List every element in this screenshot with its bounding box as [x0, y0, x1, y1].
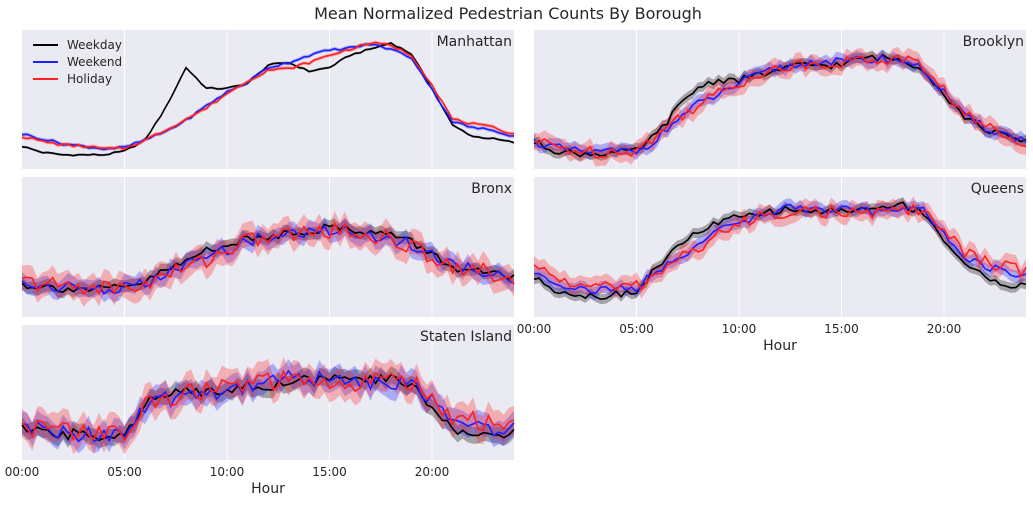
band-staten-island-weekend: [22, 359, 514, 454]
panel-label-manhattan: Manhattan: [437, 34, 512, 50]
panel-staten-island: Staten Island 00:00 05:00 10:00 15:00 20:00 Ho…: [5, 325, 515, 497]
x-tick-label: 15:00: [312, 465, 347, 479]
chart-title: Mean Normalized Pedestrian Counts By Bor…: [314, 4, 702, 23]
series-queens-weekend: [533, 203, 1027, 295]
panel-bronx: Bronx: [21, 177, 515, 317]
panel-label-queens: Queens: [971, 181, 1024, 197]
series-lines: [21, 369, 515, 443]
legend-entry-weekend: Weekend: [33, 55, 122, 69]
series-manhattan-weekend: [21, 43, 515, 151]
x-tick-label: 05:00: [107, 465, 142, 479]
panel-queens: Queens 00:00 05:00 10:00 15:00 20:00 Hour: [517, 177, 1027, 354]
band-brooklyn-weekend: [534, 49, 1026, 160]
series-brooklyn-holiday: [533, 54, 1027, 159]
panel-brooklyn: Brooklyn: [533, 30, 1027, 169]
panel-label-staten-island: Staten Island: [420, 329, 512, 345]
x-axis-label: Hour: [251, 481, 285, 497]
legend-label: Weekday: [67, 38, 122, 52]
series-staten-island-holiday: [21, 369, 515, 442]
series-queens-holiday: [533, 203, 1027, 292]
x-tick-label: 20:00: [415, 465, 450, 479]
band-staten-island-weekday: [22, 366, 514, 449]
x-tick-label: 20:00: [927, 322, 962, 336]
legend-label: Holiday: [67, 72, 112, 86]
x-tick-label: 10:00: [210, 465, 245, 479]
panel-label-bronx: Bronx: [471, 181, 512, 197]
legend-entry-holiday: Holiday: [33, 72, 112, 86]
panel-label-brooklyn: Brooklyn: [963, 34, 1024, 50]
panel-manhattan: Manhattan: [21, 30, 515, 169]
series-lines: [533, 201, 1027, 301]
series-lines: [21, 221, 515, 296]
x-axis-label: Hour: [763, 338, 797, 354]
series-lines: [533, 53, 1027, 159]
x-tick-label: 00:00: [5, 465, 40, 479]
x-tick-label: 05:00: [619, 322, 654, 336]
series-manhattan-holiday: [21, 41, 515, 151]
legend-entry-weekday: Weekday: [33, 38, 122, 52]
band-staten-island-holiday: [22, 357, 514, 455]
legend-label: Weekend: [67, 55, 122, 69]
series-bronx-holiday: [21, 221, 515, 296]
x-tick-label: 10:00: [722, 322, 757, 336]
x-tick-label: 15:00: [824, 322, 859, 336]
series-lines: [21, 41, 515, 157]
legend: Weekday Weekend Holiday: [33, 38, 122, 86]
band-queens-weekday: [534, 197, 1026, 305]
x-tick-label: 00:00: [517, 322, 552, 336]
panels-layer: Manhattan Brooklyn Bronx Queens 00:00 05:00 10…: [5, 30, 1027, 497]
